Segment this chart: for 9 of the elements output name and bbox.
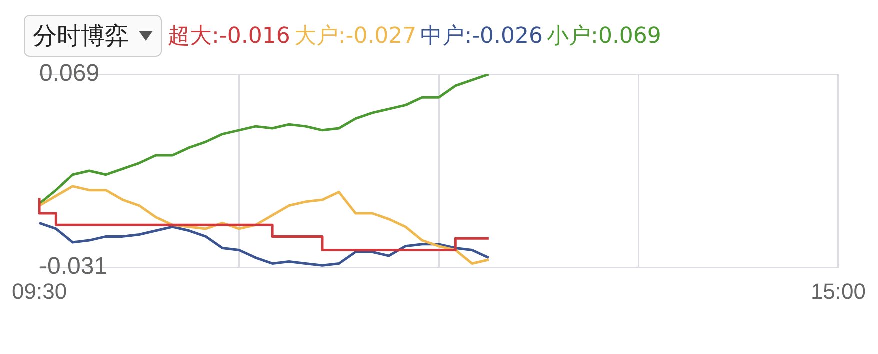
text: 大户:-0.027: [294, 23, 417, 51]
x-tick-label: 15:00: [810, 278, 866, 304]
chart-title: 分时博弈: [33, 21, 129, 52]
x-tick-label: 09:30: [12, 278, 68, 304]
y-tick-label: 0.069: [40, 60, 100, 88]
text: 超大:-0.016: [168, 23, 290, 51]
text: 小户:0.069: [547, 23, 662, 51]
y-tick-label: -0.031: [40, 253, 108, 280]
text: 中户:-0.026: [420, 23, 544, 51]
